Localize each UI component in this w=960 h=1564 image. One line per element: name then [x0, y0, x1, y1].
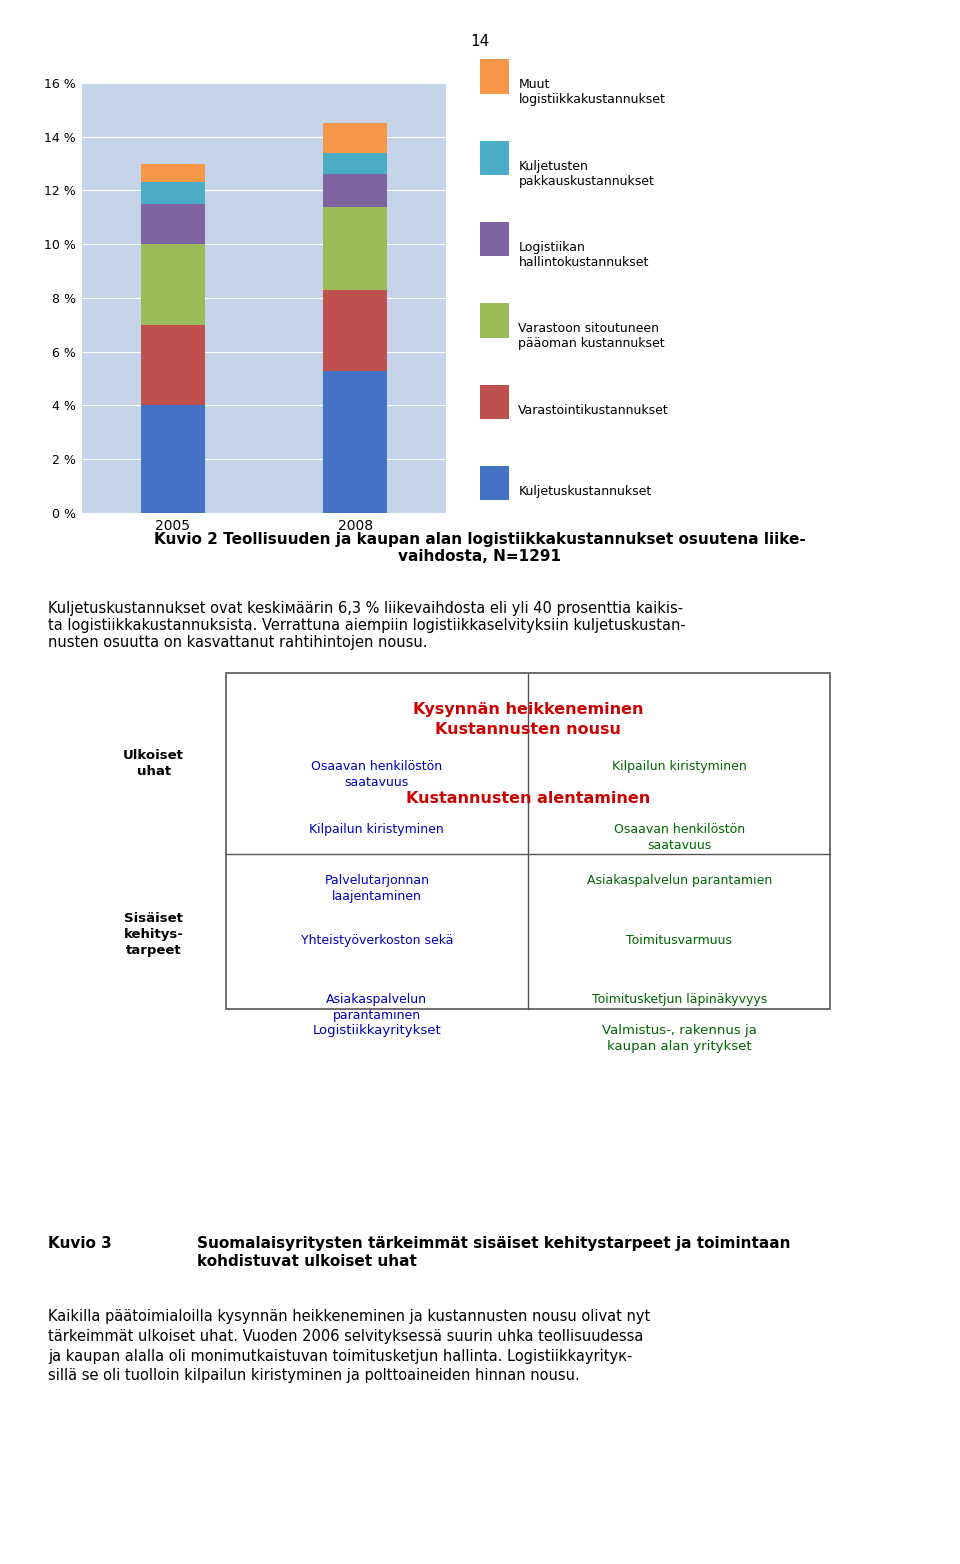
Bar — [141, 325, 204, 405]
Bar — [141, 405, 204, 513]
Text: Sisäiset
kehitys-
tarpeet: Sisäiset kehitys- tarpeet — [124, 912, 183, 957]
Text: Muut
logistiikkakustannukset: Muut logistiikkakustannukset — [518, 78, 665, 106]
Text: Toimitusvarmuus: Toimitusvarmuus — [626, 934, 732, 946]
Text: Kilpailun kiristyminen: Kilpailun kiristyminen — [309, 823, 444, 835]
Text: Ulkoiset
uhat: Ulkoiset uhat — [123, 749, 184, 777]
Text: 14: 14 — [470, 34, 490, 50]
Text: Asiakaspalvelun
parantaminen: Asiakaspalvelun parantaminen — [326, 993, 427, 1023]
Text: Suomalaisyritysten tärkeimmät sisäiset kehitystarpeet ja toimintaan
kohdistuvat : Suomalaisyritysten tärkeimmät sisäiset k… — [197, 1236, 790, 1268]
Text: Osaavan henkilöstön
saatavuus: Osaavan henkilöstön saatavuus — [311, 760, 443, 788]
Bar — [324, 206, 387, 289]
Bar — [141, 164, 204, 183]
Bar — [324, 153, 387, 174]
Bar — [141, 183, 204, 203]
Bar — [141, 203, 204, 244]
Text: Kuvio 2 Teollisuuden ja kaupan alan logistiikkakustannukset osuutena liike-
vaih: Kuvio 2 Teollisuuden ja kaupan alan logi… — [155, 532, 805, 565]
Text: Toimitusketjun läpinäkyvyys: Toimitusketjun läpinäkyvyys — [591, 993, 767, 1006]
Text: Logistiikkayritykset: Logistiikkayritykset — [312, 1024, 442, 1037]
Bar — [324, 124, 387, 153]
Text: Valmistus-, rakennus ja
kaupan alan yritykset: Valmistus-, rakennus ja kaupan alan yrit… — [602, 1024, 756, 1054]
Text: Kuvio 3: Kuvio 3 — [48, 1236, 111, 1251]
Text: Kuljetuskustannukset: Kuljetuskustannukset — [518, 485, 652, 497]
Text: Varastointikustannukset: Varastointikustannukset — [518, 404, 669, 416]
Text: Kuljetusten
pakkauskustannukset: Kuljetusten pakkauskustannukset — [518, 160, 655, 188]
Text: Logistiikan
hallintokustannukset: Logistiikan hallintokustannukset — [518, 241, 649, 269]
Text: Palvelutarjonnan
laajentaminen: Palvelutarjonnan laajentaminen — [324, 874, 429, 904]
Text: Kysynnän heikkeneminen
Kustannusten nousu: Kysynnän heikkeneminen Kustannusten nous… — [413, 702, 643, 737]
Text: Asiakaspalvelun parantamien: Asiakaspalvelun parantamien — [587, 874, 772, 887]
Bar — [324, 289, 387, 371]
Text: Yhteistyöverkoston sekä: Yhteistyöverkoston sekä — [300, 934, 453, 946]
Bar — [324, 371, 387, 513]
Text: Varastoon sitoutuneen
pääoman kustannukset: Varastoon sitoutuneen pääoman kustannuks… — [518, 322, 665, 350]
Text: Kustannusten alentaminen: Kustannusten alentaminen — [406, 791, 650, 805]
Text: Kaikilla päätoimialoilla kysynnän heikkeneminen ja kustannusten nousu olivat nyt: Kaikilla päätoimialoilla kysynnän heikke… — [48, 1309, 650, 1384]
Bar — [324, 174, 387, 206]
Text: Kuljetuskustannukset ovat keskiмäärin 6,3 % liikevaihdosta eli yli 40 prosenttia: Kuljetuskustannukset ovat keskiмäärin 6,… — [48, 601, 685, 651]
Text: Osaavan henkilöstön
saatavuus: Osaavan henkilöstön saatavuus — [613, 823, 745, 851]
Bar — [141, 244, 204, 325]
Text: Kilpailun kiristyminen: Kilpailun kiristyminen — [612, 760, 747, 773]
